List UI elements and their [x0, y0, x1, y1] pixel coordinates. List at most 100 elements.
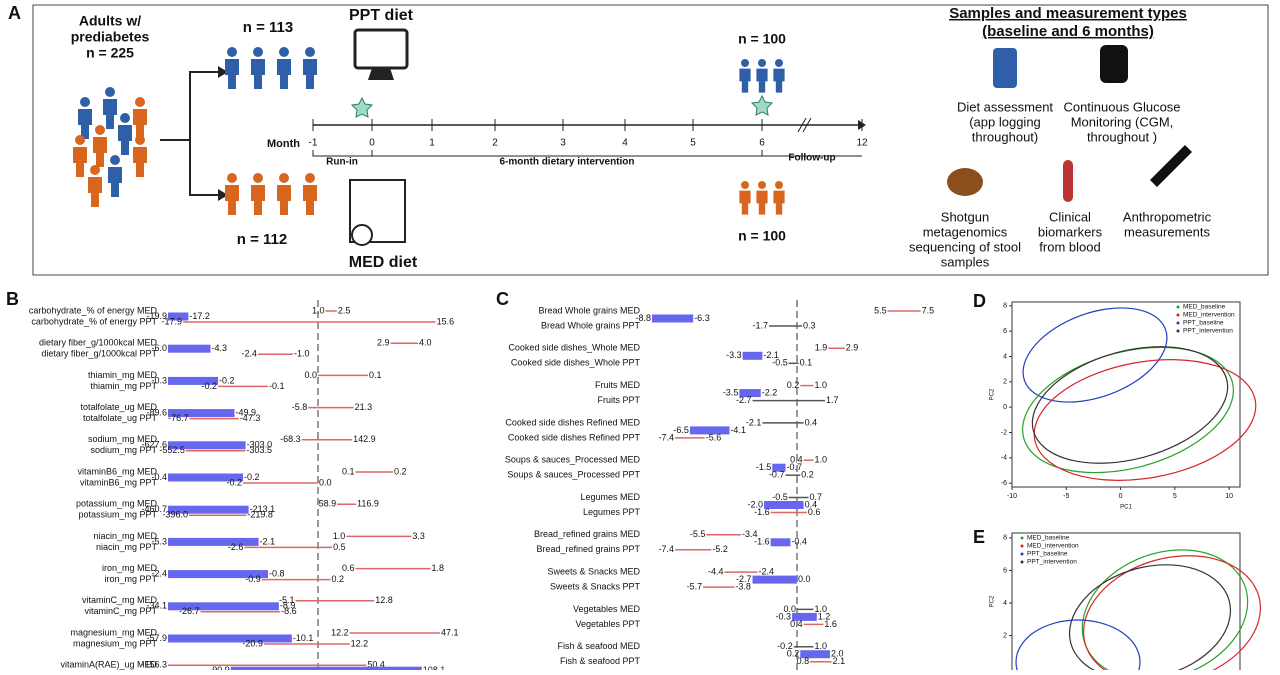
person-body [739, 68, 751, 93]
row-label: magnesium_mg MED [70, 627, 157, 637]
sample-item: from blood [1039, 239, 1100, 254]
x-tick-label: -5 [1063, 493, 1069, 500]
timeline-tick-label: 1 [429, 138, 435, 149]
value-label: 1.0 [814, 641, 827, 651]
person-body [133, 147, 147, 177]
person-head [110, 155, 120, 165]
value-label: 1.0 [312, 305, 325, 315]
person-head [75, 135, 85, 145]
x-tick-label: 10 [1225, 493, 1233, 500]
person-body [251, 185, 265, 215]
ruler-icon [1150, 145, 1192, 187]
y-axis-label: PC2 [990, 388, 996, 400]
person-body [773, 68, 785, 93]
interval-bar [739, 389, 761, 398]
value-label: 2.5 [338, 305, 351, 315]
value-label: -460.7 [141, 504, 167, 514]
row-label: Legumes PPT [583, 507, 641, 517]
value-label: 0.2 [801, 470, 814, 480]
timeline-tick-label: 0 [369, 138, 375, 149]
ellipse [1022, 307, 1168, 403]
ellipse [1033, 359, 1257, 481]
value-label: 0.7 [810, 492, 823, 502]
x-tick-label: 0 [1119, 493, 1123, 500]
row-label: niacin_mg PPT [96, 542, 158, 552]
value-label: 0.8 [797, 656, 810, 666]
cohort-text: prediabetes [71, 29, 150, 45]
value-label: -627.6 [141, 440, 167, 450]
legend-label: PPT_intervention [1183, 328, 1233, 335]
person-head [279, 173, 289, 183]
row-label: Bread_refined grains MED [534, 529, 641, 539]
value-label: -17.2 [189, 311, 210, 321]
person-head [775, 59, 783, 67]
x-axis-label: PC1 [1120, 505, 1132, 511]
person-body [88, 177, 102, 207]
legend-label: MED_intervention [1027, 543, 1079, 550]
y-tick-label: 4 [1003, 353, 1007, 360]
value-label: -0.7 [769, 470, 785, 480]
value-label: -10.1 [293, 633, 314, 643]
row-label: iron_mg PPT [104, 574, 157, 584]
value-label: -0.3 [776, 611, 792, 621]
group-n: n = 113 [243, 19, 293, 36]
value-label: -0.4 [791, 537, 807, 547]
value-label: -1.5 [756, 462, 772, 472]
row-label: Fish & seafood PPT [560, 656, 641, 666]
value-label: -7.4 [659, 432, 675, 442]
sample-item: Monitoring (CGM, [1071, 114, 1174, 129]
value-label: -0.2 [226, 477, 242, 487]
value-label: 0.1 [342, 466, 355, 476]
sample-item: Anthropometric [1123, 209, 1212, 224]
sample-item: samples [941, 254, 990, 269]
cohort-text: Adults w/ [79, 13, 141, 29]
value-label: 1.0 [333, 531, 346, 541]
ellipse [1082, 555, 1262, 675]
value-label: -8.8 [635, 313, 651, 323]
sample-item: Clinical [1049, 209, 1091, 224]
interval-bar [168, 537, 259, 546]
y-tick-label: -6 [1001, 480, 1007, 487]
value-label: -0.8 [269, 568, 285, 578]
value-label: -2.0 [748, 499, 764, 509]
value-label: 0.6 [342, 563, 355, 573]
interval-bar [689, 426, 730, 435]
value-label: -2.4 [758, 566, 774, 576]
row-label: Legumes MED [580, 492, 640, 502]
ellipse [1015, 619, 1141, 675]
legend-marker [1176, 305, 1180, 309]
y-tick-label: 8 [1003, 535, 1007, 542]
legend-marker [1020, 552, 1024, 556]
y-tick-label: 2 [1003, 379, 1007, 386]
value-label: 0.4 [805, 499, 818, 509]
legend-label: MED_baseline [1183, 304, 1226, 311]
value-label: 0.3 [803, 320, 816, 330]
value-label: 0.2 [787, 380, 800, 390]
person-head [105, 87, 115, 97]
value-label: 1.0 [814, 604, 827, 614]
value-label: -1.7 [752, 320, 768, 330]
value-label: -5.1 [279, 595, 295, 605]
value-label: -8.9 [280, 601, 296, 611]
y-tick-label: 2 [1003, 632, 1007, 639]
person-head [741, 181, 749, 189]
row-label: Cooked side dishes Refined MED [505, 417, 640, 427]
value-label: -0.3 [151, 375, 167, 385]
row-label: magnesium_mg PPT [73, 638, 158, 648]
stool-icon [947, 168, 983, 196]
group-label: PPT diet [349, 7, 414, 24]
cohort-text: n = 225 [86, 45, 134, 61]
row-label: vitaminC_mg PPT [84, 606, 157, 616]
legend-marker [1020, 544, 1024, 548]
value-label: -1.0 [294, 349, 310, 359]
cgm-icon [1100, 45, 1128, 83]
person-body [73, 147, 87, 177]
arrow-head [218, 66, 228, 201]
group-n: n = 100 [738, 31, 786, 47]
person-head [90, 165, 100, 175]
value-label: 0.2 [332, 574, 345, 584]
value-label: 0.1 [800, 358, 813, 368]
value-label: 0.2 [394, 466, 407, 476]
row-label: Sweets & Snacks PPT [550, 581, 641, 591]
person-body [277, 185, 291, 215]
